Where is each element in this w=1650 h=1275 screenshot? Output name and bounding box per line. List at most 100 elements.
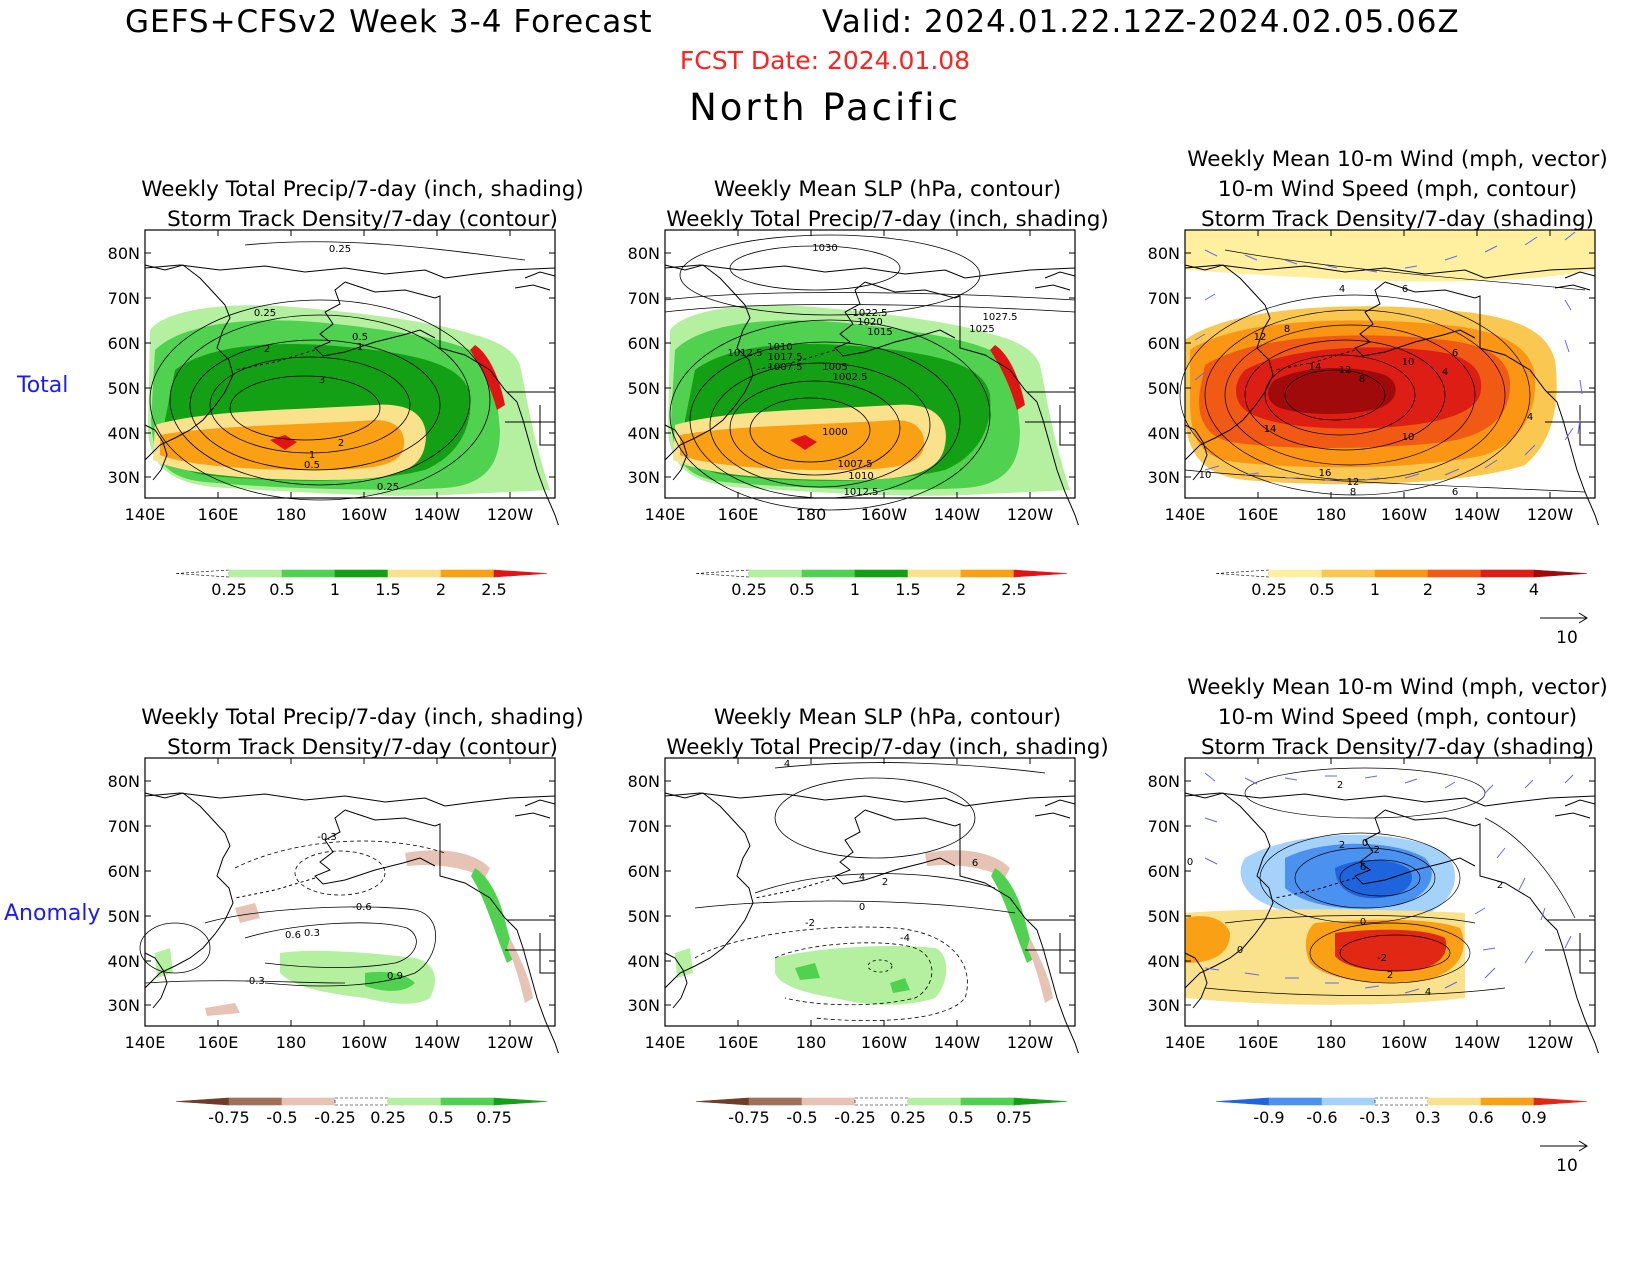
lat-label: 70N [628,289,660,308]
colorbar-segment [907,569,962,578]
contour-label: 0 [1187,857,1193,868]
contour-label: 1 [309,450,315,461]
lon-label: 160W [1381,505,1428,524]
contour-label: 8 [1284,324,1290,335]
colorbar-label: 2.5 [481,580,506,599]
colorbar-label: 1.5 [375,580,400,599]
contour-label: 1005 [822,362,847,373]
lon-label: 180 [276,505,307,524]
lat-label: 60N [628,862,660,881]
colorbar-label: 0.25 [731,580,767,599]
contour-label: 6 [972,858,978,869]
colorbar-label: 2 [1423,580,1433,599]
colorbar-segment [960,569,1015,578]
lat-label: 80N [1148,244,1180,263]
lat-label: 70N [108,817,140,836]
lon-label: 160W [341,505,388,524]
reference-vector-label: 10 [1556,1156,1578,1176]
contour-label: 1007.5 [768,362,803,373]
lat-label: 60N [108,862,140,881]
colorbar-segment [334,569,389,578]
contour-label: 1030 [812,243,837,254]
lat-label: 70N [108,289,140,308]
lat-label: 40N [1148,952,1180,971]
contour-label: 6 [1360,862,1366,873]
colorbar-label: 1 [1370,580,1380,599]
contour-label: 10 [1402,357,1415,368]
lon-label: 180 [276,1033,307,1052]
colorbar-segment [1374,569,1429,578]
colorbar-label: 2.5 [1001,580,1026,599]
colorbar-precip-total: 0.25 0.5 1 1.5 2 2.5 [175,569,548,599]
lon-label: 160E [1238,505,1279,524]
contour-label: 0 [859,902,865,913]
colorbar-segment [1374,1097,1429,1106]
shade-red [1335,929,1447,972]
lat-label: 50N [108,907,140,926]
colorbar-segment [695,1097,750,1106]
lat-label: 50N [628,379,660,398]
shade-brown-light [925,850,1010,878]
colorbar-label: -0.9 [1253,1108,1284,1127]
lat-label: 50N [628,907,660,926]
colorbar-segment [228,569,283,578]
lat-label: 80N [1148,772,1180,791]
title-slp-total: Weekly Mean SLP (hPa, contour) Weekly Tot… [666,177,1109,232]
colorbar-label: 2 [956,580,966,599]
title-wind-anom: Weekly Mean 10-m Wind (mph, vector) 10-m … [1187,675,1608,760]
contour-label: -0.3 [245,976,265,987]
lon-label: 120W [1527,505,1574,524]
contour-label: 3 [319,375,325,386]
map-precip-total: 0.25 0.25 0.5 1 2 3 2 1 0.5 0.25 80N 70N… [108,229,561,525]
contour-label: 14 [1309,362,1322,373]
lon-label: 140W [1454,1033,1501,1052]
lon-label: 160E [1238,1033,1279,1052]
contour-label: 0.25 [254,308,276,319]
colorbar-segment [1427,569,1482,578]
row-label-total: Total [17,373,69,398]
colorbar-label: -0.6 [1306,1108,1337,1127]
lat-label: 40N [628,424,660,443]
lat-label: 30N [628,468,660,487]
colorbar-label: 0.6 [1468,1108,1493,1127]
colorbar-label: 0.75 [996,1108,1032,1127]
contour-label: -4 [900,933,910,944]
lat-label: 60N [1148,862,1180,881]
colorbar-label: 0.25 [211,580,247,599]
contour-label: 0.5 [304,460,320,471]
colorbar-segment [854,1097,909,1106]
contour-label: 2 [338,438,344,449]
contour-label: 1012.5 [844,487,879,498]
colorbar-label: 0.25 [890,1108,926,1127]
region-title: North Pacific [689,86,961,129]
colorbar-label: -0.25 [834,1108,875,1127]
lon-label: 140W [414,505,461,524]
contour-label: 0.25 [377,482,399,493]
shade-coast-brown [1027,938,1053,1003]
colorbar-segment [1533,1097,1588,1106]
contour-label: 1012.5 [728,348,763,359]
map-slp-total: 1030 1027.5 1025 1022.5 1020 1017.5 1015… [628,229,1081,525]
lat-label: 40N [628,952,660,971]
colorbar-label: -0.5 [786,1108,817,1127]
colorbar-segment [1533,569,1588,578]
lon-label: 140E [125,1033,166,1052]
colorbar-segment [1321,1097,1376,1106]
colorbar-label: 4 [1529,580,1539,599]
contour-label: 0 [1360,917,1366,928]
lon-label: 160E [718,1033,759,1052]
contour-label: 2 [264,344,270,355]
colorbar-label: 0.5 [1309,580,1334,599]
shade-coast-max [470,345,505,410]
lon-label: 160W [341,1033,388,1052]
lat-label: 80N [628,772,660,791]
shade-dark-red [1268,368,1396,414]
lon-label: 160E [198,1033,239,1052]
contour-label: 1010 [767,342,792,353]
map-wind-anom: 2 2 0 -2 6 0 0 2 -2 2 4 0 80N 70N 60N 50… [1148,757,1601,1053]
contour-label: 1002.5 [833,372,868,383]
colorbar-segment [1215,1097,1270,1106]
contour-label: 1020 [857,317,882,328]
shade-brown-light [405,850,490,878]
colorbar-label: 0.75 [476,1108,512,1127]
